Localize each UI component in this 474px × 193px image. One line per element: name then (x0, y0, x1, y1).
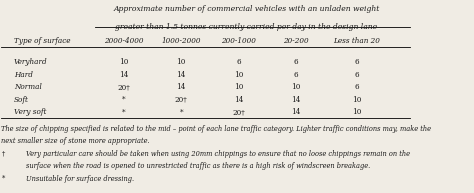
Text: 10: 10 (234, 83, 243, 91)
Text: *: * (122, 108, 126, 116)
Text: 20-200: 20-200 (283, 37, 309, 45)
Text: 6: 6 (293, 58, 298, 66)
Text: greater than 1.5 tonnes currently carried per day in the design lane: greater than 1.5 tonnes currently carrie… (116, 23, 378, 31)
Text: Very soft: Very soft (14, 108, 46, 116)
Text: 10: 10 (352, 96, 362, 104)
Text: 14: 14 (176, 71, 186, 79)
Text: Type of surface: Type of surface (14, 37, 70, 45)
Text: Hard: Hard (14, 71, 33, 79)
Text: 20†: 20† (232, 108, 245, 116)
Text: 6: 6 (355, 83, 359, 91)
Text: Approximate number of commercial vehicles with an unladen weight: Approximate number of commercial vehicle… (113, 5, 380, 13)
Text: 10: 10 (234, 71, 243, 79)
Text: 200-1000: 200-1000 (221, 37, 256, 45)
Text: 6: 6 (236, 58, 241, 66)
Text: 10: 10 (119, 58, 128, 66)
Text: Less than 20: Less than 20 (333, 37, 380, 45)
Text: Very particular care should be taken when using 20mm chippings to ensure that no: Very particular care should be taken whe… (26, 150, 410, 158)
Text: 6: 6 (355, 58, 359, 66)
Text: 20†: 20† (118, 83, 130, 91)
Text: *: * (179, 108, 183, 116)
Text: The size of chipping specified is related to the mid – point of each lane traffi: The size of chipping specified is relate… (1, 125, 431, 133)
Text: 14: 14 (234, 96, 243, 104)
Text: next smaller size of stone more appropriate.: next smaller size of stone more appropri… (1, 137, 150, 145)
Text: Unsuitable for surface dressing.: Unsuitable for surface dressing. (26, 175, 134, 183)
Text: *: * (122, 96, 126, 104)
Text: 1000-2000: 1000-2000 (162, 37, 201, 45)
Text: 6: 6 (293, 71, 298, 79)
Text: *: * (1, 175, 5, 183)
Text: 14: 14 (119, 71, 128, 79)
Text: 14: 14 (176, 83, 186, 91)
Text: 14: 14 (291, 108, 300, 116)
Text: surface when the road is opened to unrestricted traffic as there is a high risk : surface when the road is opened to unres… (26, 162, 370, 170)
Text: 14: 14 (291, 96, 300, 104)
Text: 10: 10 (352, 108, 362, 116)
Text: 10: 10 (291, 83, 300, 91)
Text: Soft: Soft (14, 96, 28, 104)
Text: 2000-4000: 2000-4000 (104, 37, 144, 45)
Text: 20†: 20† (175, 96, 188, 104)
Text: Veryhard: Veryhard (14, 58, 47, 66)
Text: 10: 10 (176, 58, 186, 66)
Text: 6: 6 (355, 71, 359, 79)
Text: Normal: Normal (14, 83, 42, 91)
Text: †: † (1, 150, 5, 158)
